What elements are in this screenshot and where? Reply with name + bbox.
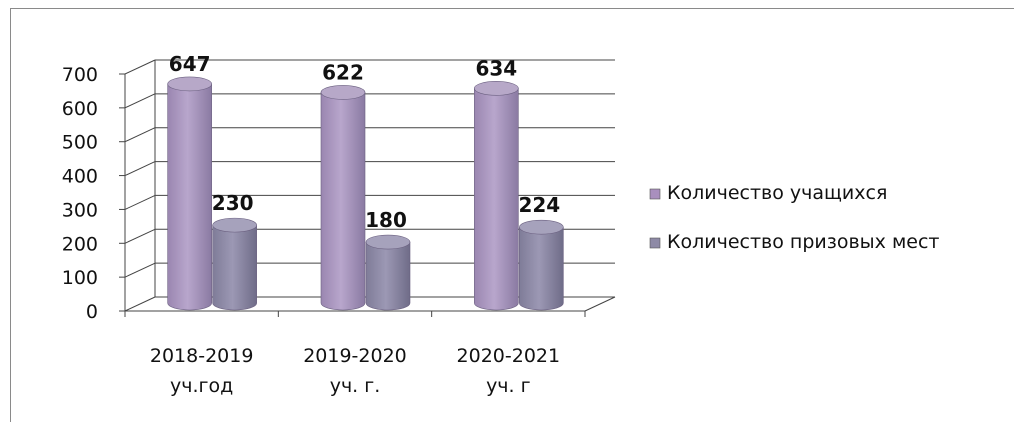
floor-edge bbox=[584, 296, 616, 312]
y-tick-label: 400 bbox=[62, 166, 98, 188]
bar-top bbox=[320, 85, 366, 100]
bar-body bbox=[474, 88, 519, 311]
y-tick-label: 300 bbox=[62, 199, 98, 221]
bar-top bbox=[212, 217, 257, 233]
y-tick-label: 100 bbox=[62, 267, 98, 289]
grid-depth-line bbox=[124, 296, 156, 312]
grid-depth-line bbox=[124, 194, 156, 210]
bar-0-0 bbox=[167, 76, 212, 311]
bar-1-0 bbox=[212, 217, 257, 311]
bar-0-2 bbox=[474, 81, 519, 311]
legend-swatch bbox=[649, 237, 661, 249]
grid-depth-line bbox=[124, 127, 156, 143]
data-label: 622 bbox=[322, 60, 364, 84]
data-label: 180 bbox=[365, 208, 407, 232]
chart-frame bbox=[10, 8, 1014, 422]
y-tick-label: 0 bbox=[86, 301, 98, 323]
y-tick-label: 700 bbox=[62, 64, 98, 86]
y-tick-label: 500 bbox=[62, 132, 98, 154]
bar-top bbox=[519, 219, 564, 235]
data-label: 647 bbox=[169, 52, 211, 76]
bar-body bbox=[212, 224, 257, 311]
y-tick-label: 200 bbox=[62, 233, 98, 255]
bar-1-1 bbox=[365, 234, 411, 311]
bar-body bbox=[167, 83, 212, 311]
bar-top bbox=[474, 81, 519, 96]
grid-depth-line bbox=[124, 59, 156, 75]
legend-label: Количество призовых мест bbox=[667, 231, 939, 253]
bar-0-1 bbox=[320, 85, 366, 311]
y-tick-label: 600 bbox=[62, 98, 98, 120]
x-category-label: уч. г bbox=[486, 375, 531, 397]
bar-body bbox=[320, 92, 366, 311]
x-category-label: 2018-2019 bbox=[150, 345, 254, 367]
data-label: 224 bbox=[518, 193, 560, 217]
bar-1-2 bbox=[519, 219, 564, 311]
grid-depth-line bbox=[124, 161, 156, 177]
grid-depth-line bbox=[124, 93, 156, 109]
legend-label: Количество учащихся bbox=[667, 182, 887, 204]
x-category-label: 2019-2020 bbox=[303, 345, 407, 367]
grid-depth-line bbox=[124, 228, 156, 244]
x-category-label: уч. г. bbox=[330, 375, 381, 397]
x-category-label: уч.год bbox=[170, 375, 233, 397]
data-label: 634 bbox=[475, 56, 517, 80]
grid-depth-line bbox=[124, 262, 156, 278]
bar-top bbox=[365, 234, 411, 250]
legend-swatch bbox=[649, 188, 661, 200]
bar-top bbox=[167, 76, 212, 92]
bar-body bbox=[519, 226, 564, 311]
x-category-label: 2020-2021 bbox=[457, 345, 561, 367]
data-label: 230 bbox=[212, 191, 254, 215]
bar-body bbox=[365, 241, 411, 311]
